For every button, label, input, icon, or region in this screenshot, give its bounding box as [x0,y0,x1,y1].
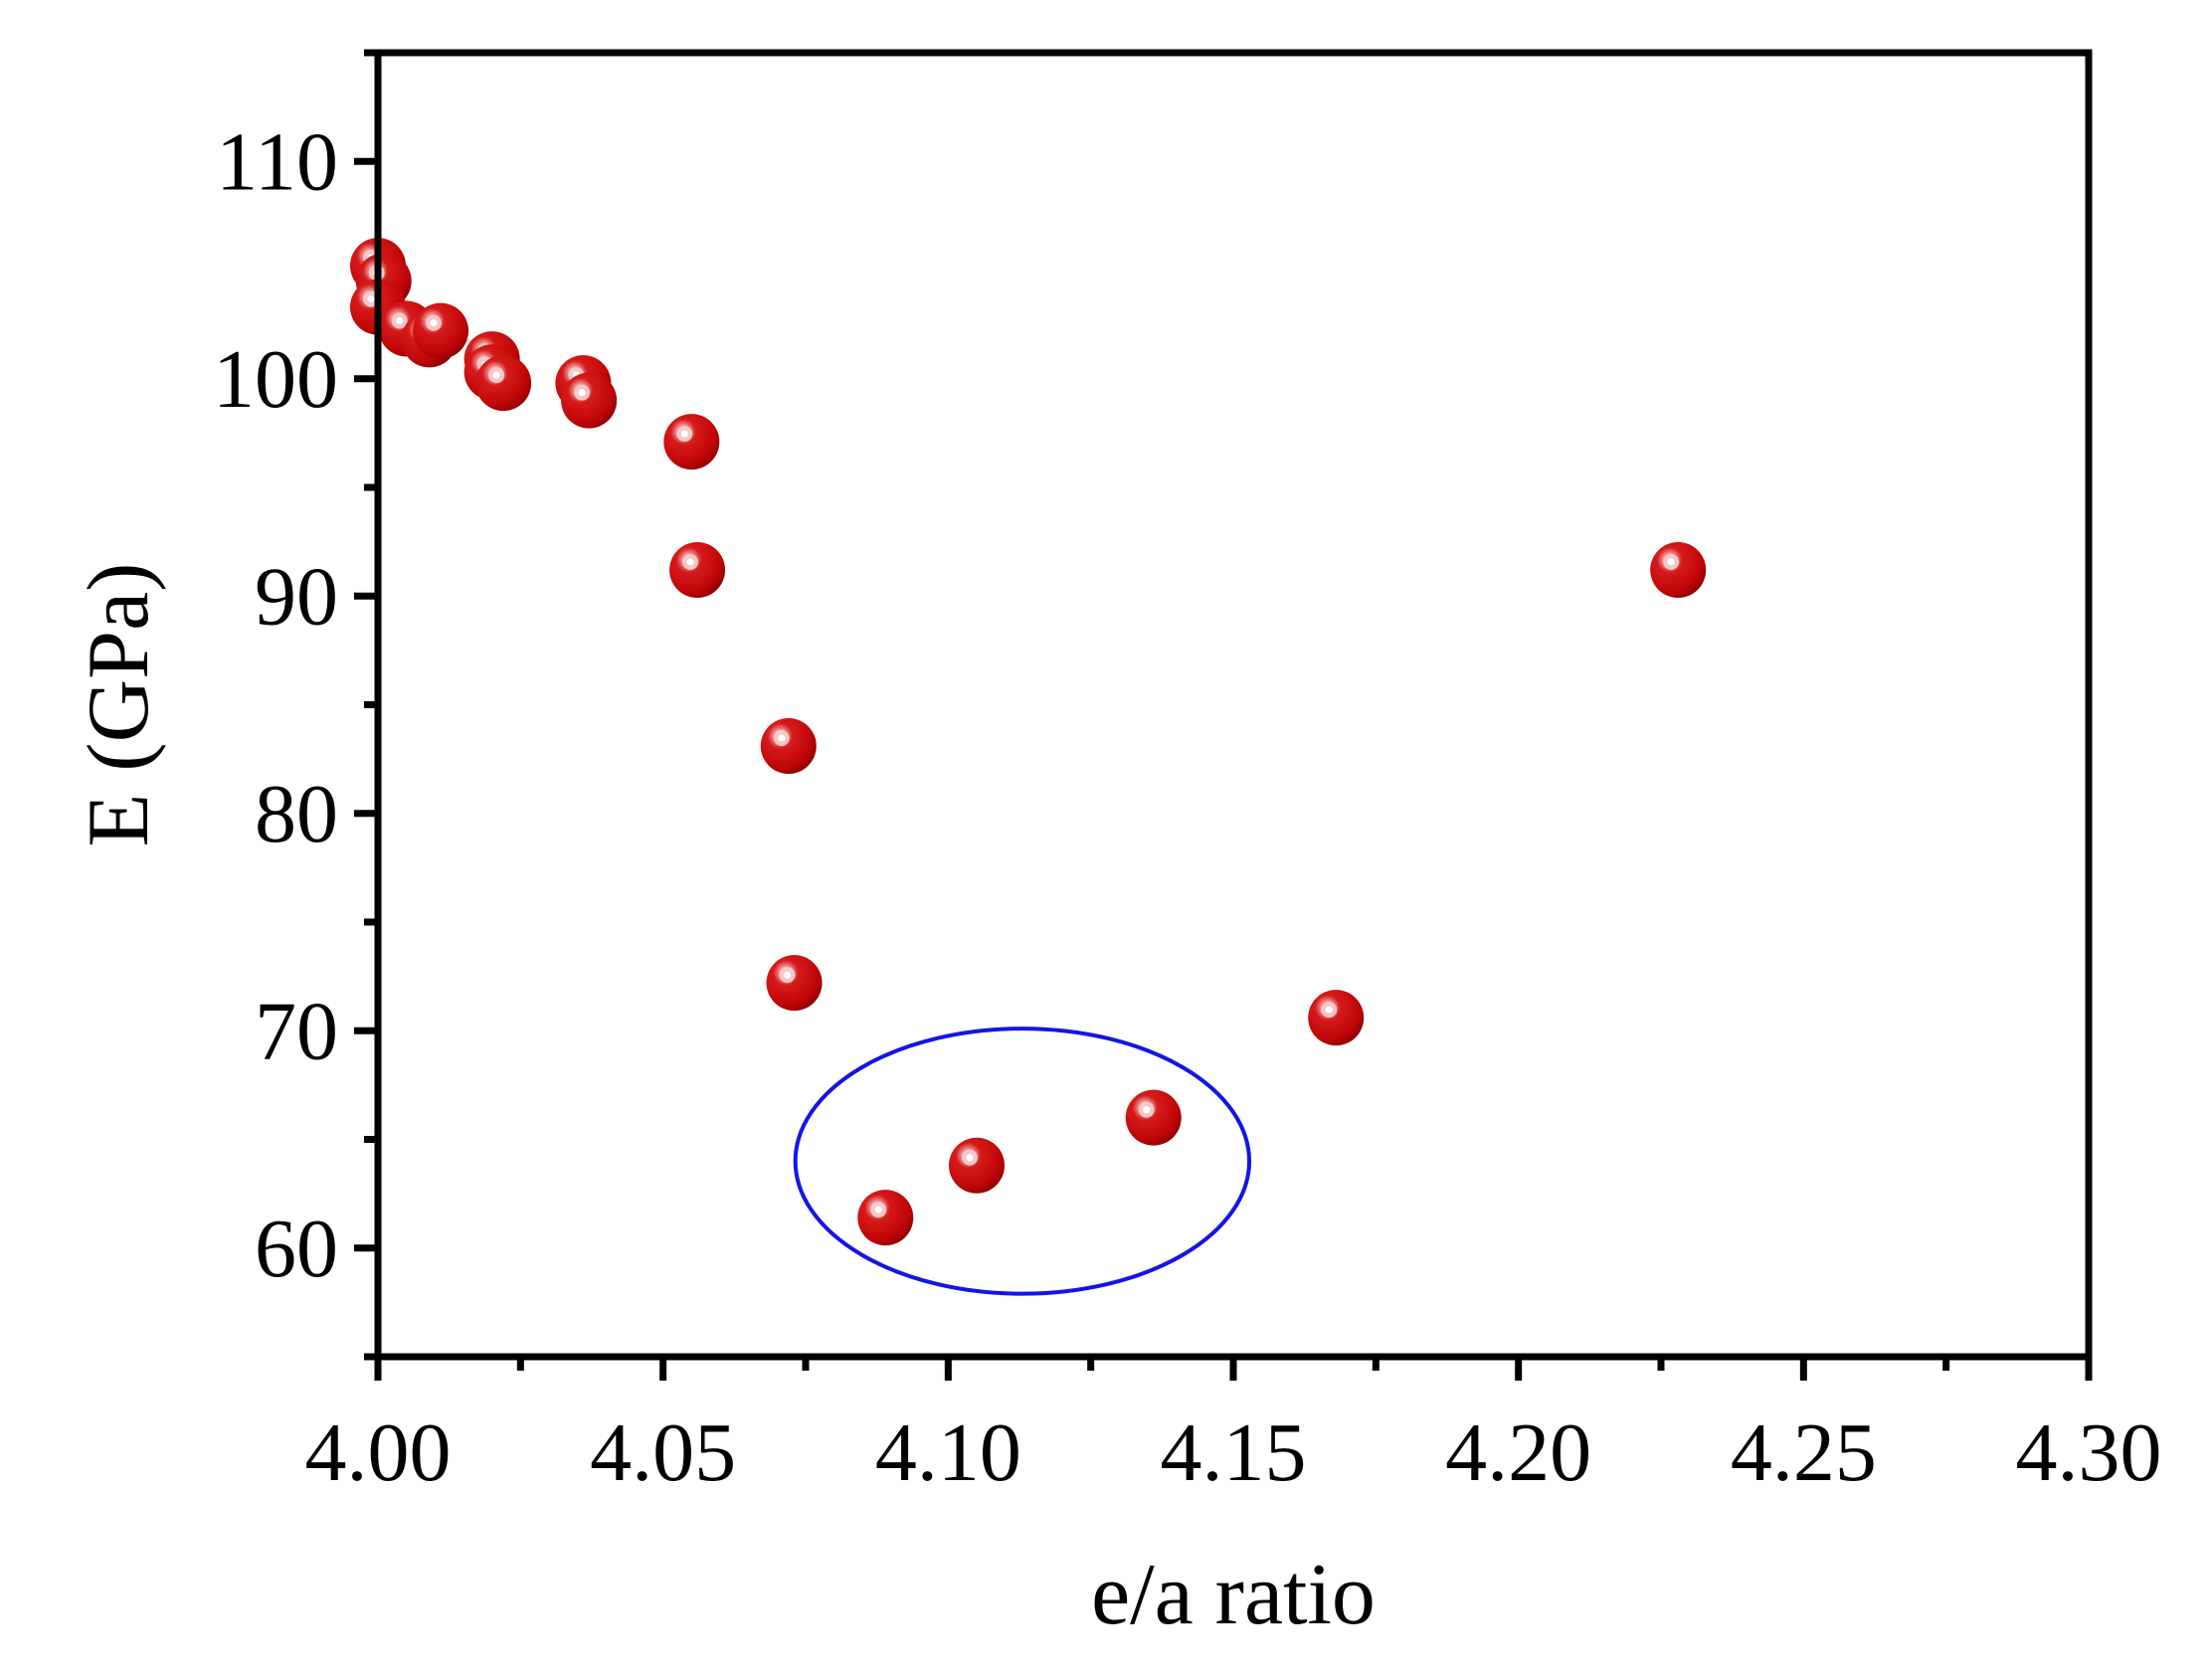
x-tick-label: 4.20 [1445,1406,1591,1499]
plot-area-frame [374,49,2093,1361]
x-tick-label: 4.05 [590,1406,736,1499]
data-point [413,302,469,359]
tick-labels: 4.00 4.05 4.10 4.15 4.20 4.25 4.30 60 70 80 90 100 1… [213,115,2162,1499]
x-tick-label: 4.25 [1731,1406,1877,1499]
highlight-ellipse-layer [793,1027,1252,1296]
x-tick-label: 4.00 [305,1406,452,1499]
highlight-ellipse [793,1027,1252,1296]
data-point [857,1190,914,1246]
y-tick-label: 110 [216,115,338,208]
data-point [766,955,823,1012]
y-tick-label: 100 [213,333,338,426]
y-axis-title: E (GPa) [71,563,167,847]
x-axis-title: e/a ratio [1091,1547,1376,1643]
data-point [1650,542,1707,599]
data-point [475,355,532,412]
y-tick-label: 70 [255,985,338,1077]
data-point [949,1137,1005,1194]
y-tick-label: 90 [255,550,338,643]
x-tick-label: 4.15 [1161,1406,1307,1499]
data-point [1125,1089,1182,1146]
y-tick-label: 60 [255,1203,338,1295]
y-tick-label: 80 [255,768,338,860]
data-point [669,542,726,599]
axis-ticks [354,49,2093,1381]
data-point [663,414,720,470]
data-point [561,372,618,429]
data-point [1308,990,1365,1046]
data-points [350,238,1707,1246]
data-point [760,718,817,775]
x-tick-label: 4.30 [2016,1406,2162,1499]
x-tick-label: 4.10 [875,1406,1021,1499]
